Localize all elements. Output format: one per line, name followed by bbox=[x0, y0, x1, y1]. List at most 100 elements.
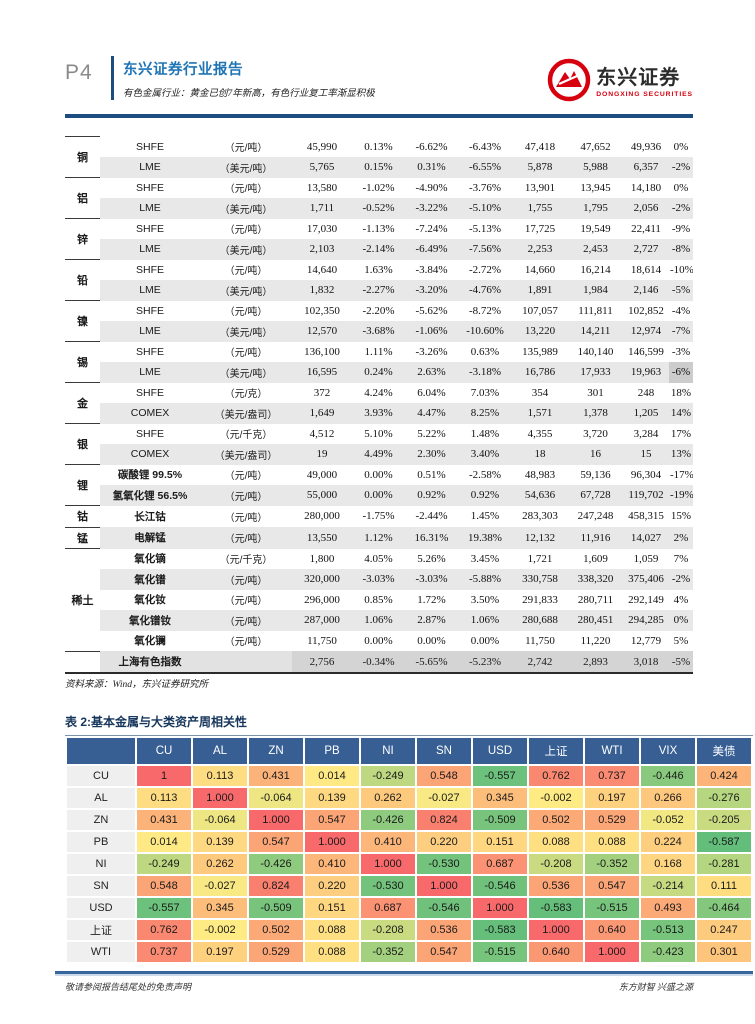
heatmap-value-cell: -0.423 bbox=[641, 942, 695, 962]
metal-row: 金 SHFE （元/克） 372 4.24% 6.04% 7.03% 354 301 248 18% bbox=[65, 382, 693, 424]
heatmap-column-header: CU bbox=[137, 738, 191, 764]
metal-value-cell: 1.06% bbox=[352, 610, 405, 631]
heatmap-value-cell: 0.139 bbox=[305, 788, 359, 808]
heatmap-value-cell: 0.502 bbox=[529, 810, 583, 830]
metal-name-cell: SHFE bbox=[135, 263, 164, 276]
metal-value-cell: 14,640 bbox=[306, 263, 338, 276]
heatmap-value-cell: 0.548 bbox=[417, 766, 471, 786]
heatmap-value-cell: 0.431 bbox=[249, 766, 303, 786]
metal-name-cell: LME bbox=[100, 280, 200, 301]
metal-group-label: 镍 bbox=[65, 300, 100, 342]
metal-row: 铝 SHFE （元/吨） 13,580 -1.02% -4.90% -3.76% 13,901… bbox=[65, 177, 693, 219]
metal-value-cell: -2.20% bbox=[362, 304, 395, 317]
metal-value-cell: 12,974 bbox=[623, 321, 669, 342]
metal-value-cell: 3.50% bbox=[470, 593, 500, 606]
heatmap-value-cell: -0.249 bbox=[137, 854, 191, 874]
metal-value-cell: -19% bbox=[669, 485, 693, 506]
heatmap-value-cell: 0.529 bbox=[249, 942, 303, 962]
heatmap-value-cell: 0.536 bbox=[417, 920, 471, 940]
correlation-heatmap: CU AL ZN PB NI SN USD 上证 WTI VIX 美债 CU 1 0.113 0.431 0… bbox=[65, 736, 753, 964]
heatmap-row: 上证 0.762 -0.002 0.502 0.088 -0.208 0.536 -0.583… bbox=[67, 920, 751, 940]
metal-name-cell: 氧化镨钕 bbox=[100, 610, 200, 631]
metal-value-cell: 102,350 bbox=[304, 304, 340, 317]
metal-value-cell: 2,103 bbox=[292, 239, 352, 260]
heatmap-value-cell: -0.352 bbox=[585, 854, 639, 874]
metal-unit-cell: （元/吨） bbox=[224, 512, 268, 524]
heatmap-body: CU 1 0.113 0.431 0.014 -0.249 0.548 -0.557 0.762… bbox=[67, 766, 751, 962]
metal-value-cell: -10.60% bbox=[458, 321, 512, 342]
index-value-cell: -5.23% bbox=[458, 651, 512, 674]
heatmap-row-label: USD bbox=[67, 898, 135, 918]
logo-emblem-icon bbox=[547, 58, 591, 107]
heatmap-value-cell: -0.214 bbox=[641, 876, 695, 896]
metal-value-cell: -1.75% bbox=[362, 510, 395, 523]
metal-value-cell: 1,609 bbox=[583, 552, 608, 565]
metal-unit-cell: （元/吨） bbox=[224, 637, 268, 649]
metal-unit-cell: （元/吨） bbox=[200, 527, 292, 549]
metal-value-cell: 2% bbox=[669, 527, 693, 549]
heatmap-value-cell: 0.493 bbox=[641, 898, 695, 918]
heatmap-value-cell: -0.208 bbox=[361, 920, 415, 940]
heatmap-value-cell: 0.224 bbox=[641, 832, 695, 852]
heatmap-value-cell: -0.281 bbox=[697, 854, 751, 874]
heatmap-value-cell: 0.548 bbox=[137, 876, 191, 896]
metal-group-label bbox=[65, 650, 100, 674]
metal-table-body: 铜 SHFE （元/吨） 45,990 0.13% -6.62% -6.43% 47,418 4… bbox=[65, 136, 693, 674]
metal-value-cell: 1.48% bbox=[470, 427, 500, 440]
metal-value-cell: 0.92% bbox=[458, 485, 512, 506]
heatmap-row: WTI 0.737 0.197 0.529 0.088 -0.352 0.547 -0.515… bbox=[67, 942, 751, 962]
heatmap-value-cell: 0.687 bbox=[361, 898, 415, 918]
metal-value-cell: 0.92% bbox=[405, 485, 458, 506]
heatmap-value-cell: 0.424 bbox=[697, 766, 751, 786]
metal-value-cell: 1,571 bbox=[512, 403, 568, 424]
metal-value-cell: 5.10% bbox=[364, 427, 393, 440]
metal-row: LME （美元/吨） 1,711 -0.52% -3.22% -5.10% 1,755 1,7… bbox=[65, 198, 693, 219]
logo-name: 东兴证券 bbox=[596, 66, 681, 89]
heatmap-value-cell: -0.509 bbox=[473, 810, 527, 830]
metal-value-cell: -7% bbox=[669, 321, 693, 342]
metal-value-cell: 1,755 bbox=[512, 198, 568, 219]
page-number: P4 bbox=[65, 61, 93, 84]
metal-unit-cell: （美元/吨） bbox=[200, 239, 292, 260]
brand-logo: 东兴证券 DONGXING SECURITIES bbox=[547, 58, 693, 107]
heatmap-value-cell: -0.002 bbox=[529, 788, 583, 808]
index-value-cell: 3,018 bbox=[623, 651, 669, 674]
metal-value-cell: 2,453 bbox=[568, 239, 623, 260]
heatmap-value-cell: -0.513 bbox=[641, 920, 695, 940]
report-subtitle: 有色金属行业：黄金已创7年新高，有色行业复工率渐显积极 bbox=[123, 89, 375, 99]
metal-value-cell: 0% bbox=[669, 610, 693, 631]
metal-value-cell: 294,285 bbox=[623, 610, 669, 631]
heatmap-column-header: NI bbox=[361, 738, 415, 764]
index-unit-cell bbox=[200, 651, 292, 674]
heatmap-value-cell: 0.824 bbox=[417, 810, 471, 830]
metal-value-cell: 4.24% bbox=[364, 386, 393, 399]
metal-value-cell: -2.14% bbox=[352, 239, 405, 260]
metal-value-cell: 3,284 bbox=[633, 427, 659, 440]
metal-value-cell: -5.10% bbox=[458, 198, 512, 219]
metal-row: 氧化镨 （元/吨） 320,000 -3.03% -3.03% -5.88% 330,758… bbox=[65, 569, 693, 590]
metal-row: 锡 SHFE （元/吨） 136,100 1.11% -3.26% 0.63% 135,989… bbox=[65, 341, 693, 383]
metal-value-cell: 5% bbox=[673, 634, 689, 647]
heatmap-value-cell: 0.762 bbox=[137, 920, 191, 940]
metal-value-cell: 280,451 bbox=[568, 610, 623, 631]
heatmap-value-cell: -0.583 bbox=[529, 898, 583, 918]
metal-value-cell: 12,779 bbox=[630, 634, 662, 647]
metal-name-cell: LME bbox=[100, 239, 200, 260]
heatmap-value-cell: -0.426 bbox=[361, 810, 415, 830]
heatmap-value-cell: 1.000 bbox=[529, 920, 583, 940]
heatmap-value-cell: 0.640 bbox=[529, 942, 583, 962]
heatmap-value-cell: 1.000 bbox=[193, 788, 247, 808]
metal-value-cell: 13,580 bbox=[306, 181, 338, 194]
index-value-cell: 2,742 bbox=[512, 651, 568, 674]
metal-name-cell: SHFE bbox=[135, 345, 164, 358]
metal-value-cell: 19,963 bbox=[623, 362, 669, 383]
metal-name-cell: COMEX bbox=[100, 403, 200, 424]
metal-value-cell: 14% bbox=[669, 403, 693, 424]
metal-name-cell: 电解锰 bbox=[100, 527, 200, 549]
metal-value-cell: 4.47% bbox=[405, 403, 458, 424]
heatmap-value-cell: 0.113 bbox=[193, 766, 247, 786]
metal-value-cell: 5,765 bbox=[292, 157, 352, 178]
metal-value-cell: 15% bbox=[670, 510, 692, 523]
metal-unit-cell: （元/吨） bbox=[224, 348, 268, 360]
heatmap-value-cell: -0.587 bbox=[697, 832, 751, 852]
